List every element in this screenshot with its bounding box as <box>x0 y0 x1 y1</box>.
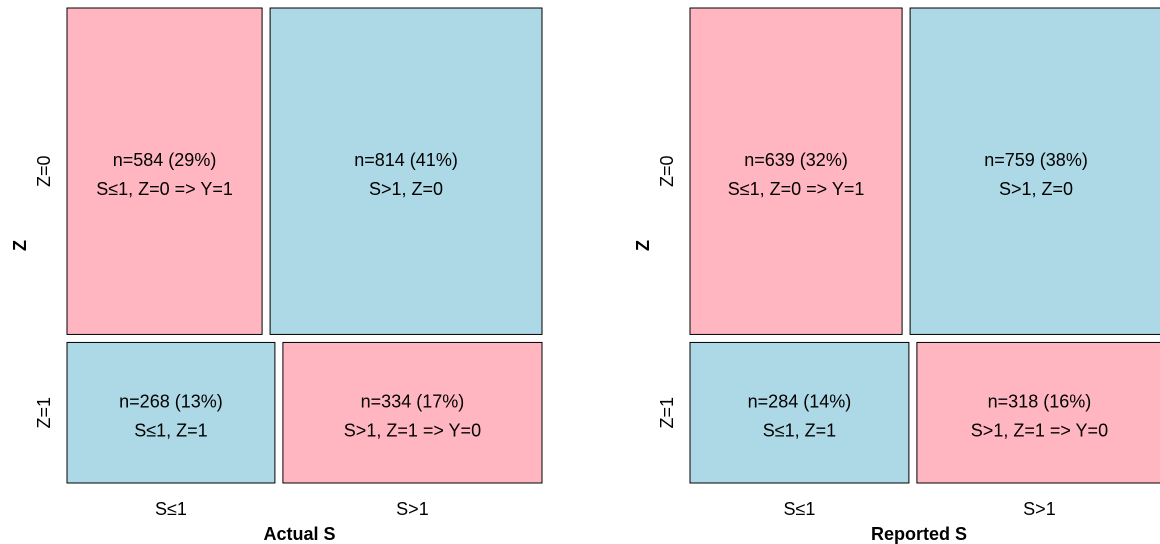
x-axis-title: Reported S <box>871 524 967 544</box>
cell-count-label: n=268 (13%) <box>119 392 223 412</box>
mosaic-panel-2: n=639 (32%) S≤1, Z=0 => Y=1 n=759 (38%) S>1… <box>633 7 1160 544</box>
y-axis-title: Z <box>633 240 653 251</box>
mosaic-cell <box>689 341 910 484</box>
y-tick-label: Z=1 <box>34 397 54 429</box>
cell-description-label: S>1, Z=1 => Y=0 <box>971 421 1108 441</box>
y-tick-label: Z=0 <box>657 155 677 187</box>
mosaic-panel-1: n=584 (29%) S≤1, Z=0 => Y=1 n=814 (41%) S>1… <box>10 7 543 544</box>
mosaic-cell <box>282 341 543 484</box>
cell-description-label: S≤1, Z=1 <box>763 421 836 441</box>
cell-description-label: S>1, Z=0 <box>369 179 443 199</box>
y-tick-label: Z=1 <box>657 397 677 429</box>
cell-count-label: n=759 (38%) <box>984 150 1088 170</box>
y-tick-label: Z=0 <box>34 155 54 187</box>
cell-count-label: n=284 (14%) <box>748 392 852 412</box>
mosaic-cell <box>916 341 1160 484</box>
x-tick-label: S>1 <box>396 499 429 519</box>
cell-description-label: S>1, Z=1 => Y=0 <box>344 421 481 441</box>
x-tick-label: S≤1 <box>783 499 815 519</box>
mosaic-cell <box>909 7 1160 335</box>
cell-description-label: S≤1, Z=0 => Y=1 <box>96 179 233 199</box>
mosaic-cell <box>269 7 543 335</box>
mosaic-cell <box>66 7 263 335</box>
cell-description-label: S≤1, Z=1 <box>134 421 207 441</box>
mosaic-cell <box>66 341 276 484</box>
cell-count-label: n=814 (41%) <box>354 150 458 170</box>
x-tick-label: S>1 <box>1023 499 1056 519</box>
x-tick-label: S≤1 <box>155 499 187 519</box>
x-axis-title: Actual S <box>263 524 335 544</box>
cell-count-label: n=318 (16%) <box>988 392 1092 412</box>
mosaic-cell <box>689 7 903 335</box>
cell-description-label: S≤1, Z=0 => Y=1 <box>728 179 865 199</box>
cell-count-label: n=639 (32%) <box>744 150 848 170</box>
cell-description-label: S>1, Z=0 <box>999 179 1073 199</box>
cell-count-label: n=584 (29%) <box>113 150 217 170</box>
cell-count-label: n=334 (17%) <box>361 392 465 412</box>
y-axis-title: Z <box>10 240 30 251</box>
